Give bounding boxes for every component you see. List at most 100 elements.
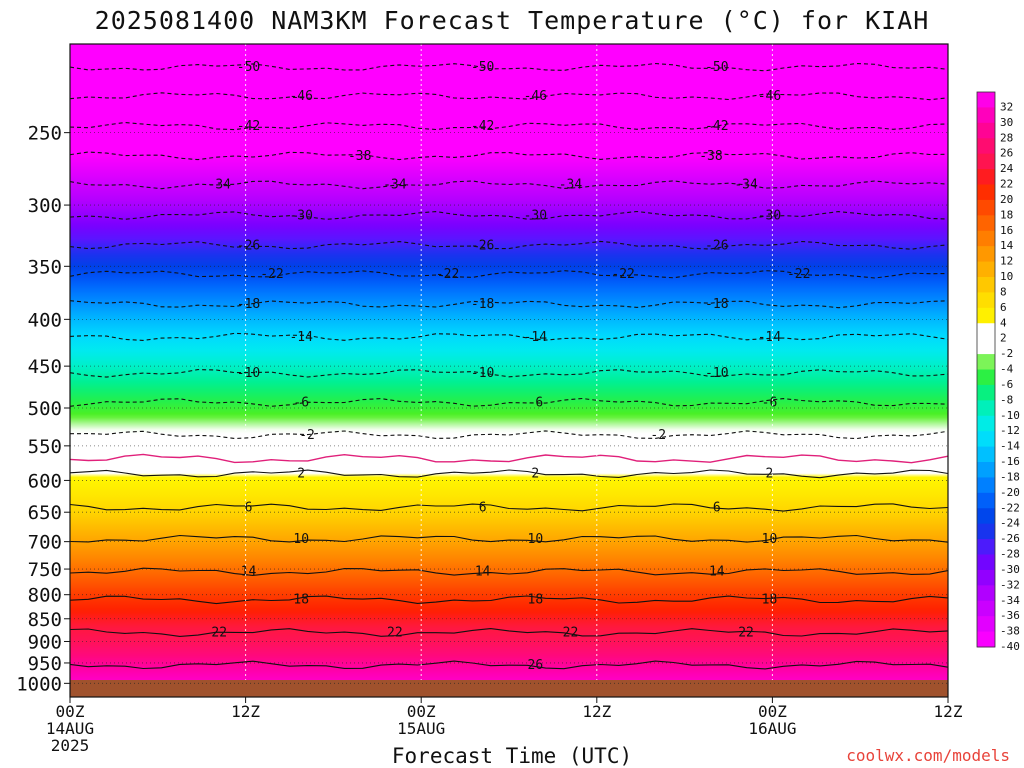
contour-label: 2 bbox=[297, 467, 305, 482]
colorbar-swatch bbox=[977, 261, 995, 278]
contour-line bbox=[69, 121, 949, 131]
colorbar-label: -40 bbox=[1000, 640, 1020, 653]
colorbar-label: -36 bbox=[1000, 609, 1020, 622]
contour-label: -50 bbox=[237, 60, 260, 75]
contour-line bbox=[69, 151, 949, 161]
colorbar-swatch bbox=[977, 169, 995, 185]
contour-line bbox=[69, 92, 949, 101]
contour-line bbox=[69, 567, 949, 576]
plot-frame bbox=[69, 43, 949, 698]
contour-label: -22 bbox=[436, 267, 459, 282]
colorbar-label: 30 bbox=[1000, 116, 1013, 129]
contour-label: -38 bbox=[348, 149, 371, 164]
colorbar-label: 16 bbox=[1000, 224, 1013, 237]
colorbar-label: 26 bbox=[1000, 147, 1013, 160]
contour-label: 18 bbox=[762, 593, 778, 608]
contour-line bbox=[69, 397, 949, 407]
contour-line bbox=[69, 660, 949, 670]
x-tick-label: 15AUG bbox=[397, 719, 445, 738]
contour-label: 2 bbox=[531, 467, 539, 482]
colorbar-label: -2 bbox=[1000, 347, 1013, 360]
colorbar-label: -34 bbox=[1000, 594, 1020, 607]
colorbar-label: -26 bbox=[1000, 532, 1020, 545]
temperature-field bbox=[70, 44, 948, 680]
y-tick-label: 500 bbox=[28, 398, 62, 420]
colorbar-swatch bbox=[977, 539, 995, 555]
contour-label: -10 bbox=[471, 366, 494, 381]
contour-label: 10 bbox=[293, 532, 309, 547]
colorbar-label: 32 bbox=[1000, 100, 1013, 113]
credit-link[interactable]: coolwx.com/models bbox=[846, 746, 1010, 765]
colorbar-swatch bbox=[977, 323, 995, 340]
contour-line bbox=[69, 332, 949, 341]
colorbar-label: 14 bbox=[1000, 239, 1014, 252]
contour-label: -26 bbox=[237, 238, 260, 253]
y-tick-label: 450 bbox=[28, 356, 62, 378]
contour-label: -22 bbox=[260, 267, 283, 282]
contour-label: -14 bbox=[524, 330, 548, 345]
contour-label: 6 bbox=[479, 500, 487, 515]
colorbar-label: -16 bbox=[1000, 455, 1020, 468]
colorbar-swatch bbox=[977, 492, 995, 509]
y-tick-label: 400 bbox=[28, 309, 62, 331]
colorbar-label: 24 bbox=[1000, 162, 1014, 175]
colorbar-label: -32 bbox=[1000, 578, 1020, 591]
x-tick-label: 14AUG bbox=[46, 719, 94, 738]
colorbar-swatch bbox=[977, 277, 995, 293]
colorbar-label: -18 bbox=[1000, 470, 1020, 483]
colorbar-label: -10 bbox=[1000, 409, 1020, 422]
contour-label: -22 bbox=[787, 267, 810, 282]
colorbar-label: 28 bbox=[1000, 131, 1013, 144]
contour-label: 18 bbox=[528, 593, 544, 608]
contour-label: 14 bbox=[475, 565, 491, 580]
colorbar-swatch bbox=[977, 369, 995, 386]
colorbar-swatch bbox=[977, 246, 995, 263]
colorbar-label: -8 bbox=[1000, 393, 1013, 406]
contour-label: -2 bbox=[299, 428, 315, 443]
colorbar-label: -12 bbox=[1000, 424, 1020, 437]
colorbar-label: 10 bbox=[1000, 270, 1013, 283]
contour-line bbox=[69, 628, 949, 637]
contour-label: 6 bbox=[245, 500, 253, 515]
colorbar-label: 2 bbox=[1000, 332, 1007, 345]
contour-label: -50 bbox=[705, 60, 728, 75]
colorbar-swatch bbox=[977, 138, 995, 155]
colorbar-label: 6 bbox=[1000, 301, 1007, 314]
colorbar-label: -6 bbox=[1000, 378, 1013, 391]
contour-line bbox=[69, 270, 949, 279]
colorbar-swatch bbox=[977, 462, 995, 478]
colorbar-label: -22 bbox=[1000, 501, 1020, 514]
contour-line bbox=[69, 240, 949, 250]
x-tick-label: 00Z bbox=[56, 702, 85, 721]
colorbar-swatch bbox=[977, 107, 995, 124]
contour-label: -42 bbox=[237, 119, 260, 134]
y-tick-label: 900 bbox=[28, 631, 62, 653]
contour-label: -6 bbox=[762, 395, 778, 410]
contour-label: -18 bbox=[471, 297, 494, 312]
contour-label: 22 bbox=[387, 626, 403, 641]
y-tick-label: 250 bbox=[28, 123, 62, 145]
colorbar-swatch bbox=[977, 477, 995, 494]
colorbar-label: -24 bbox=[1000, 517, 1020, 530]
contour-label: -34 bbox=[559, 178, 583, 193]
colorbar-label: -14 bbox=[1000, 440, 1020, 453]
colorbar-label: 4 bbox=[1000, 316, 1007, 329]
chart-title: 2025081400 NAM3KM Forecast Temperature (… bbox=[94, 6, 930, 35]
contour-label: -30 bbox=[524, 209, 547, 224]
y-tick-label: 750 bbox=[28, 559, 62, 581]
colorbar-swatch bbox=[977, 354, 995, 370]
contour-label: -14 bbox=[289, 330, 313, 345]
colorbar-frame bbox=[976, 91, 996, 648]
contour-label: -42 bbox=[705, 119, 728, 134]
y-tick-label: 650 bbox=[28, 502, 62, 524]
contour-label: 26 bbox=[528, 658, 544, 673]
contour-label: 18 bbox=[293, 593, 309, 608]
x-tick-label: 12Z bbox=[582, 702, 611, 721]
contour-line bbox=[69, 62, 949, 72]
x-tick-label: 12Z bbox=[231, 702, 260, 721]
contour-label: -46 bbox=[524, 89, 547, 104]
contour-line bbox=[69, 210, 949, 220]
contour-label: -6 bbox=[528, 395, 544, 410]
contour-label: -34 bbox=[734, 178, 758, 193]
